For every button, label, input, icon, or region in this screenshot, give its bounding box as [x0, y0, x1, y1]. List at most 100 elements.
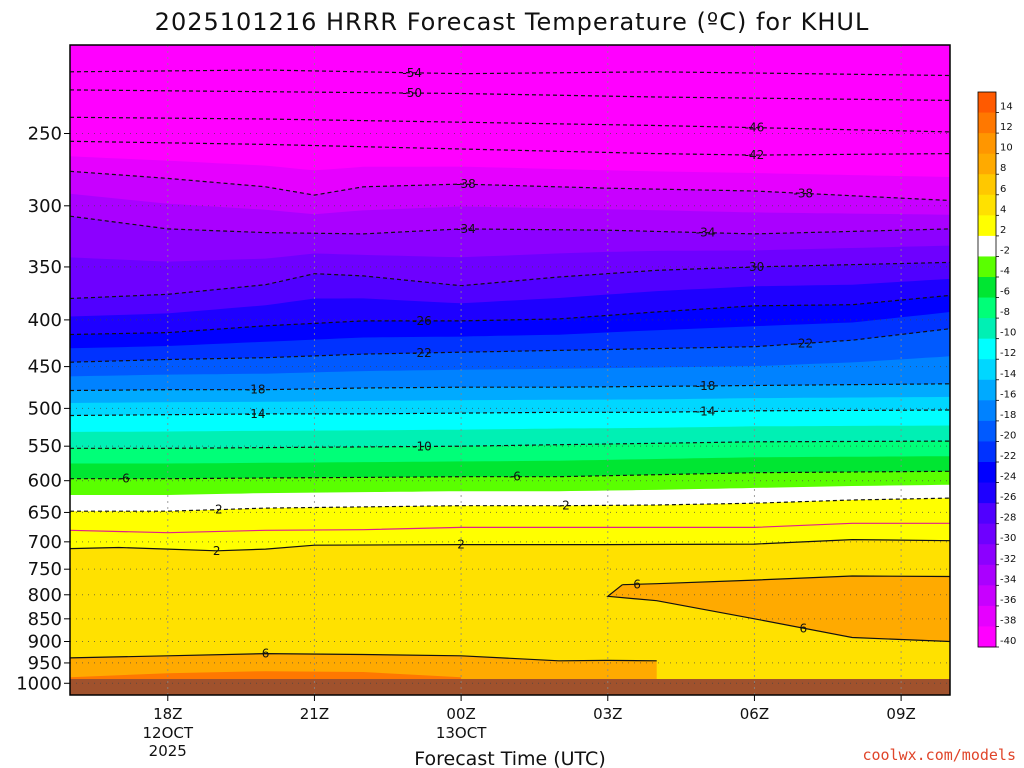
y-tick-label: 300 — [28, 196, 62, 217]
colorbar-swatch — [978, 482, 996, 504]
colorbar-label: -32 — [1000, 554, 1016, 565]
colorbar-label: 14 — [1000, 102, 1013, 113]
colorbar-label: 8 — [1000, 163, 1006, 174]
isotherm-label: -38 — [456, 177, 476, 191]
colorbar-swatch — [978, 523, 996, 545]
colorbar-label: -24 — [1000, 472, 1016, 483]
colorbar-label: -20 — [1000, 430, 1016, 441]
isotherm-label: -6 — [118, 472, 130, 486]
isotherm-label: -54 — [402, 66, 422, 80]
isotherm-label: -34 — [456, 222, 476, 236]
colorbar-swatch — [978, 605, 996, 627]
colorbar-swatch — [978, 503, 996, 525]
colorbar-swatch — [978, 277, 996, 299]
colorbar-swatch — [978, 194, 996, 216]
colorbar-label: 2 — [1000, 225, 1006, 236]
isotherm-line — [70, 383, 950, 392]
colorbar-swatch — [978, 585, 996, 607]
y-tick-label: 700 — [28, 532, 62, 553]
y-tick-label: 500 — [28, 398, 62, 419]
colorbar-label: 4 — [1000, 204, 1006, 215]
colorbar-swatch — [978, 112, 996, 134]
isotherm-label: -6 — [509, 470, 521, 484]
isotherm-label: -2 — [558, 499, 570, 513]
isotherm-label: 6 — [262, 647, 270, 661]
colorbar-label: -10 — [1000, 328, 1016, 339]
x-tick-label: 21Z — [300, 705, 329, 723]
isotherm-label: -18 — [246, 383, 266, 397]
isotherm-label: -14 — [246, 407, 266, 421]
isotherm-line — [70, 470, 950, 480]
x-tick-label: 03Z — [593, 705, 622, 723]
colorbar-swatch — [978, 626, 996, 648]
isotherm-label: -42 — [745, 148, 765, 162]
y-tick-label: 250 — [28, 123, 62, 144]
colorbar-swatch — [978, 235, 996, 257]
colorbar-label: -2 — [1000, 245, 1010, 256]
isotherm-label: 6 — [800, 621, 808, 635]
colorbar-swatch — [978, 174, 996, 196]
isotherm-label: 6 — [633, 577, 641, 591]
isotherm-line — [70, 261, 950, 300]
x-tick-label: 00Z — [446, 705, 475, 723]
y-tick-label: 350 — [28, 257, 62, 278]
colorbar-frame — [977, 91, 997, 648]
colorbar-label: -16 — [1000, 389, 1016, 400]
colorbar-label: -38 — [1000, 615, 1016, 626]
y-tick-label: 950 — [28, 653, 62, 674]
isotherm-line — [70, 522, 950, 534]
isotherm-line — [70, 140, 950, 156]
plot-area: -54-50-46-42-38-38-34 -34-30-26-22-22-18-… — [16, 44, 951, 760]
x-tick-label: 18Z — [153, 705, 182, 723]
isotherm-label: -50 — [402, 86, 422, 100]
colorbar-swatch — [978, 318, 996, 340]
colorbar-swatch — [978, 153, 996, 175]
y-tick-label: 600 — [28, 471, 62, 492]
colorbar-swatch — [978, 441, 996, 463]
isotherm-line — [606, 584, 950, 643]
chart-title: 2025101216 HRRR Forecast Temperature (ºC… — [155, 8, 870, 36]
colorbar-swatch — [978, 215, 996, 237]
isotherm-label: -22 — [794, 336, 814, 350]
colorbar-swatch — [978, 564, 996, 586]
isotherm-line — [622, 575, 950, 586]
isotherm-label: -14 — [696, 405, 716, 419]
colorbar-swatch — [978, 297, 996, 319]
isotherm-label: -22 — [412, 346, 432, 360]
isotherm-label: 2 — [213, 544, 221, 558]
colorbar-swatch — [978, 338, 996, 360]
x-axis-label: Forecast Time (UTC) — [414, 748, 605, 768]
isotherm-label: 2 — [457, 538, 465, 552]
isotherm-label: -38 — [794, 186, 814, 200]
warm-region — [607, 576, 950, 642]
colorbar-label: -40 — [1000, 636, 1016, 647]
isotherm-label: -10 — [412, 439, 432, 453]
isotherm-line — [70, 652, 657, 662]
x-tick-date: 12OCT — [143, 724, 194, 742]
x-tick-label: 09Z — [886, 705, 915, 723]
y-tick-label: 400 — [28, 310, 62, 331]
y-tick-label: 550 — [28, 436, 62, 457]
colorbar-label: -12 — [1000, 348, 1016, 359]
colorbar-swatch — [978, 400, 996, 422]
colorbar-label: -6 — [1000, 287, 1010, 298]
colorbar-label: 12 — [1000, 122, 1013, 133]
colorbar-swatch — [978, 359, 996, 381]
y-tick-label: 800 — [28, 585, 62, 606]
isotherm-line — [70, 170, 950, 202]
y-tick-label: 750 — [28, 559, 62, 580]
colorbar-swatch — [978, 420, 996, 442]
x-tick-year: 2025 — [149, 742, 187, 760]
isotherm-label: -34 — [696, 226, 716, 240]
colorbar-label: -8 — [1000, 307, 1010, 318]
colorbar-swatch — [978, 462, 996, 484]
isotherm-label: -30 — [745, 260, 765, 274]
colorbar-label: -26 — [1000, 492, 1016, 503]
isotherm-line — [70, 215, 950, 235]
colorbar: 14 12 10 8 6 4 2 -2 -4 -6 -8 -10 -12 -14 -16 -18 -20 -22 -… — [977, 91, 1016, 648]
colorbar-label: -4 — [1000, 266, 1010, 277]
colorbar-label: -22 — [1000, 451, 1016, 462]
source-credit: coolwx.com/models — [862, 746, 1016, 764]
colorbar-swatch — [978, 133, 996, 155]
x-tick-label: 06Z — [740, 705, 769, 723]
